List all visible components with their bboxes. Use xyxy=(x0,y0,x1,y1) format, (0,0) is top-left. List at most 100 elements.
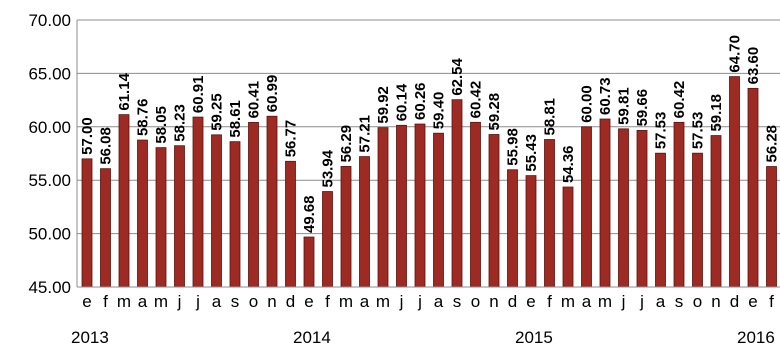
bar xyxy=(266,115,278,288)
bar xyxy=(248,122,259,288)
bar xyxy=(192,116,204,288)
x-axis-month-ticks: efmamjjasondefmamjjasondefmamjjasondefma… xyxy=(82,292,774,311)
data-label: 64.70 xyxy=(727,35,744,73)
x-tick-label: j xyxy=(417,292,422,311)
axes xyxy=(76,20,780,288)
data-label: 56.28 xyxy=(764,125,780,163)
x-tick-label: e xyxy=(748,292,757,311)
data-label: 57.53 xyxy=(690,112,707,150)
x-tick-label: a xyxy=(138,292,148,311)
x-tick-label: a xyxy=(360,292,370,311)
x-tick-label: f xyxy=(325,292,330,311)
x-tick-label: d xyxy=(508,292,517,311)
x-tick-label: m xyxy=(117,292,131,311)
x-tick-label: s xyxy=(453,292,462,311)
x-tick-label: f xyxy=(103,292,108,311)
x-tick-label: f xyxy=(769,292,774,311)
data-label: 56.08 xyxy=(98,127,115,165)
bar xyxy=(414,123,426,288)
bar xyxy=(377,127,389,288)
x-tick-label: j xyxy=(177,292,182,311)
x-tick-label: m xyxy=(376,292,390,311)
data-label: 59.81 xyxy=(616,87,633,125)
bar xyxy=(673,121,685,288)
bars-group xyxy=(81,76,777,288)
x-tick-label: a xyxy=(434,292,444,311)
data-label: 58.81 xyxy=(542,98,559,136)
x-tick-label: o xyxy=(693,292,702,311)
bar xyxy=(766,166,777,288)
data-label: 56.29 xyxy=(338,125,355,163)
x-tick-label: d xyxy=(286,292,295,311)
bar xyxy=(507,169,518,288)
x-tick-label: s xyxy=(675,292,684,311)
data-label: 58.61 xyxy=(227,100,244,138)
y-tick-label: 50.00 xyxy=(28,225,71,244)
x-axis-year-ticks: 2013 2014 2015 2016 xyxy=(71,328,775,347)
data-label: 60.42 xyxy=(468,81,485,119)
data-label: 49.68 xyxy=(301,195,318,233)
data-label: 57.21 xyxy=(357,115,374,153)
bar xyxy=(710,135,722,288)
y-tick-label: 70.00 xyxy=(28,11,71,30)
data-label: 62.54 xyxy=(449,57,466,95)
bar xyxy=(137,139,148,288)
y-tick-label: 60.00 xyxy=(28,118,71,137)
bar xyxy=(599,118,611,288)
data-label: 58.23 xyxy=(172,104,189,142)
bar xyxy=(359,156,370,288)
x-tick-label: m xyxy=(339,292,353,311)
bar xyxy=(544,139,555,288)
data-label: 59.28 xyxy=(486,93,503,131)
data-label: 60.00 xyxy=(579,85,596,123)
x-tick-label: m xyxy=(598,292,612,311)
data-label: 60.91 xyxy=(190,76,207,114)
data-label: 59.92 xyxy=(375,86,392,124)
data-label: 57.00 xyxy=(79,117,96,155)
year-label: 2014 xyxy=(293,328,331,347)
x-tick-label: m xyxy=(154,292,168,311)
data-label: 60.99 xyxy=(264,75,281,113)
data-label: 59.18 xyxy=(708,94,725,132)
data-label: 58.76 xyxy=(135,98,152,136)
bar xyxy=(729,76,740,288)
y-tick-label: 45.00 xyxy=(28,278,71,297)
y-tick-label: 55.00 xyxy=(28,171,71,190)
bar xyxy=(747,87,759,288)
data-label: 55.98 xyxy=(505,128,522,166)
bar xyxy=(340,166,352,288)
bar xyxy=(470,121,481,288)
y-axis-ticks: 45.00 50.00 55.00 60.00 65.00 70.00 xyxy=(28,11,71,297)
bar xyxy=(618,128,629,288)
year-label: 2015 xyxy=(515,328,553,347)
bar xyxy=(303,236,315,288)
bar xyxy=(451,99,463,288)
x-tick-label: a xyxy=(212,292,222,311)
data-label: 55.43 xyxy=(523,134,540,172)
x-tick-label: n xyxy=(489,292,498,311)
bar xyxy=(581,126,592,288)
bar xyxy=(118,114,130,288)
x-tick-label: e xyxy=(304,292,313,311)
bar xyxy=(100,168,111,288)
data-label: 57.53 xyxy=(653,112,670,150)
x-tick-label: d xyxy=(730,292,739,311)
bar xyxy=(396,124,407,288)
data-label: 60.26 xyxy=(412,82,429,120)
bar xyxy=(285,160,296,288)
year-label: 2013 xyxy=(71,328,109,347)
data-label: 56.77 xyxy=(283,120,300,158)
x-tick-label: a xyxy=(656,292,666,311)
x-tick-label: e xyxy=(526,292,535,311)
x-tick-label: n xyxy=(267,292,276,311)
x-tick-label: j xyxy=(639,292,644,311)
bar xyxy=(155,147,167,288)
data-label: 60.14 xyxy=(394,83,411,121)
x-tick-label: f xyxy=(547,292,552,311)
y-tick-label: 65.00 xyxy=(28,64,71,83)
bar xyxy=(562,186,574,288)
bar xyxy=(211,134,222,288)
x-tick-label: e xyxy=(82,292,91,311)
